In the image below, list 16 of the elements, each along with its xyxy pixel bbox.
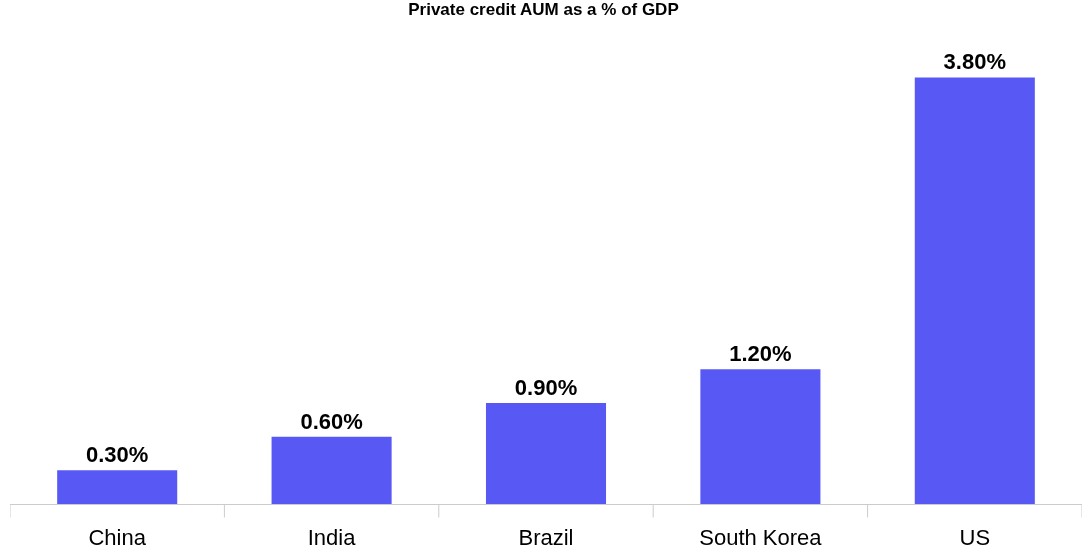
x-tick-label: South Korea	[699, 525, 823, 551]
chart-title: Private credit AUM as a % of GDP	[408, 0, 679, 19]
bar	[57, 470, 178, 504]
data-label: 0.30%	[86, 442, 149, 468]
x-tick-label: US	[959, 525, 991, 551]
data-label: 0.90%	[514, 374, 578, 400]
data-label: 3.80%	[943, 49, 1006, 75]
bar	[914, 77, 1035, 504]
bar	[485, 402, 607, 504]
x-tick-label: China	[88, 525, 147, 551]
data-label: 0.60%	[300, 408, 363, 434]
bar	[271, 436, 392, 504]
bar	[700, 369, 821, 504]
x-tick-label: India	[307, 525, 357, 551]
data-label: 1.20%	[729, 341, 792, 367]
x-tick-label: Brazil	[518, 525, 574, 551]
